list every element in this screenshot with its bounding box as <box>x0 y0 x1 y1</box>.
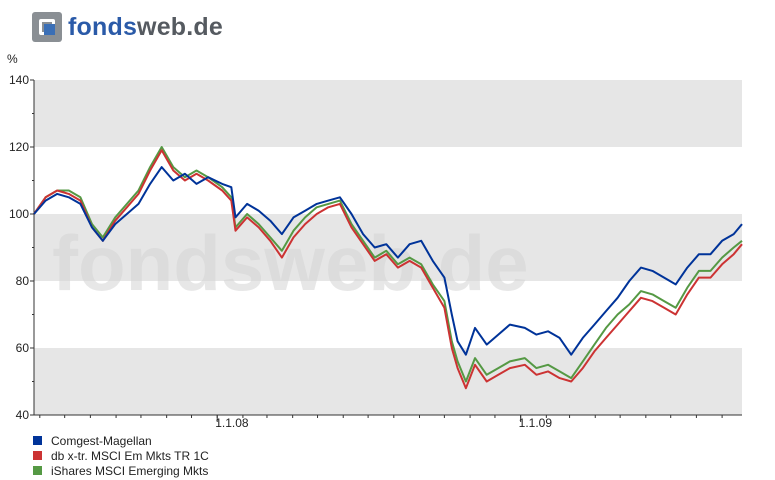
legend-label: Comgest-Magellan <box>51 433 152 448</box>
chart-legend: Comgest-Magellan db x-tr. MSCI Em Mkts TR… <box>33 433 209 478</box>
series-line-2 <box>33 149 743 390</box>
legend-label: db x-tr. MSCI Em Mkts TR 1C <box>51 448 209 463</box>
legend-swatch <box>33 451 42 460</box>
legend-item: Comgest-Magellan <box>33 433 209 448</box>
legend-label: iShares MSCI Emerging Mkts <box>51 463 209 478</box>
legend-item: db x-tr. MSCI Em Mkts TR 1C <box>33 448 209 463</box>
x-tick-label: 1.1.08 <box>215 416 249 430</box>
grid-band <box>34 80 742 147</box>
x-tick-label: 1.1.09 <box>519 416 553 430</box>
y-tick-label: 60 <box>16 341 30 355</box>
y-tick-label: 140 <box>9 73 29 87</box>
y-tick-label: 80 <box>16 274 30 288</box>
series-line-1 <box>33 166 743 356</box>
y-tick-label: 40 <box>16 408 30 422</box>
grid-band <box>34 348 742 415</box>
watermark-text: fondsweb.de <box>52 219 529 307</box>
fondsweb-logo-icon <box>32 12 62 42</box>
y-axis-unit-label: % <box>7 52 18 66</box>
y-tick-label: 120 <box>9 140 29 154</box>
legend-item: iShares MSCI Emerging Mkts <box>33 463 209 478</box>
performance-chart: fondsweb.de 40 60 80 100 120 140% 1.1.08 1.1.09 <box>7 52 743 430</box>
series-line-3 <box>33 146 743 383</box>
legend-swatch <box>33 466 42 475</box>
logo-text: fondsweb.de <box>68 12 223 41</box>
legend-swatch <box>33 436 42 445</box>
fondsweb-logo: fondsweb.de <box>32 10 223 44</box>
y-tick-label: 100 <box>9 207 29 221</box>
